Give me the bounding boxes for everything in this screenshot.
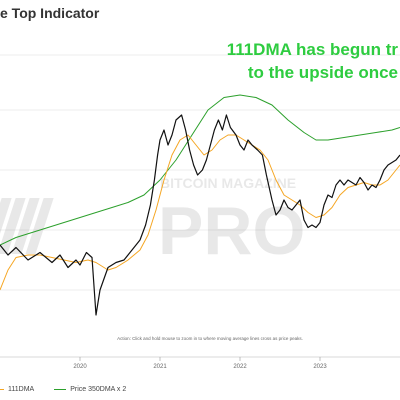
chart-legend: 111DMA Price 350DMA x 2 [0, 386, 126, 393]
legend-label[interactable]: Price 350DMA x 2 [70, 386, 127, 393]
chart-footnote: Action: Click and hold mouse to zoom in … [117, 336, 303, 341]
legend-label[interactable]: 111DMA [8, 386, 35, 393]
x-axis: 2020 2021 2022 2023 [0, 356, 400, 370]
series-price-350dma-x-2 [0, 94, 400, 246]
watermark-line2: PRO [158, 193, 305, 269]
chart-annotation: 111DMA has begun tr to the upside once [227, 38, 398, 84]
annotation-line-1: 111DMA has begun tr [226, 40, 398, 59]
x-tick-label: 2022 [233, 364, 247, 370]
series-lines [0, 94, 400, 316]
legend-swatch [0, 389, 4, 390]
watermark-line1: BITCOIN MAGAZINE [160, 175, 296, 191]
x-tick-label: 2021 [153, 364, 167, 370]
chart-title: e Top Indicator [0, 5, 100, 21]
legend-swatch [54, 389, 67, 390]
x-tick-label: 2023 [313, 364, 327, 370]
series-111dma [0, 134, 400, 291]
watermark-logo: BITCOIN MAGAZINE PRO [0, 175, 305, 269]
series-price [0, 114, 400, 316]
annotation-line-2: to the upside once [247, 63, 398, 82]
watermark-stripes [0, 198, 54, 254]
x-tick-label: 2020 [73, 364, 87, 370]
grid-lines [0, 54, 400, 291]
